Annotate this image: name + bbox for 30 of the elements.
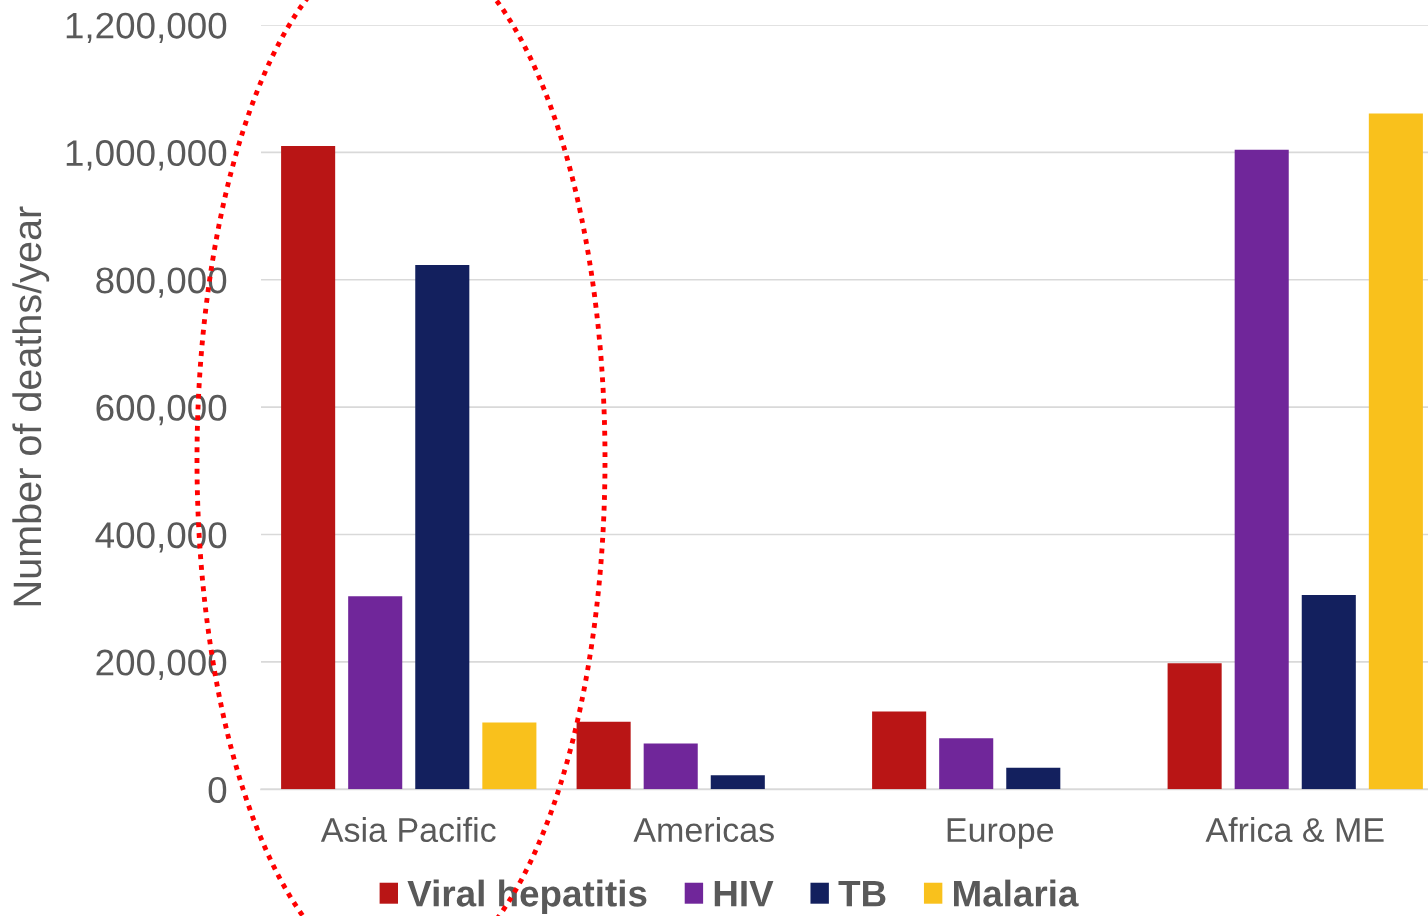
bar [939,738,994,790]
bar [710,775,765,790]
bar [415,265,470,790]
x-tick-label: Asia Pacific [320,817,496,843]
x-tick-label: Europe [947,818,1054,849]
legend-label: HIV [714,880,774,907]
legend-label: Malaria [954,879,1079,907]
bar [576,721,631,790]
y-tick-label: 600,000 [96,394,227,426]
bar [1301,595,1356,790]
bar [281,146,336,790]
bar [1006,767,1061,790]
legend-label: Viral hepatitis [407,879,647,914]
y-tick-label: 0 [208,776,227,803]
bar [348,596,403,790]
legend-label: TB [838,880,886,907]
y-tick-label: 1,000,000 [66,140,227,171]
y-tick-label: 1,200,000 [66,12,227,44]
bar [1234,149,1289,790]
x-tick-label: Americas [633,817,774,843]
bar [1167,663,1222,790]
bar [482,722,537,790]
bar [1368,113,1423,790]
bar [872,711,927,790]
y-axis-title: Number of deaths/year [12,206,50,606]
y-tick-label: 200,000 [96,649,227,680]
x-tick-label: Africa & ME [1205,817,1384,843]
y-tick-label: 400,000 [95,522,227,553]
bar [643,743,698,790]
y-tick-label: 800,000 [96,267,227,298]
